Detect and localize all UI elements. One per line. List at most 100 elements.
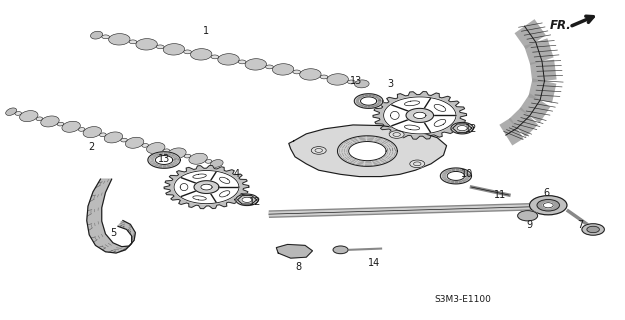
Polygon shape [266,65,273,69]
Polygon shape [104,132,122,143]
Polygon shape [448,172,464,180]
Polygon shape [99,133,106,137]
Circle shape [529,196,567,215]
Polygon shape [457,125,468,131]
Polygon shape [109,34,130,45]
Polygon shape [146,143,165,154]
Polygon shape [242,197,252,203]
Text: 3: 3 [388,78,394,89]
Polygon shape [338,136,398,166]
Polygon shape [19,111,38,122]
Polygon shape [300,69,321,80]
Polygon shape [191,49,212,60]
Polygon shape [245,59,266,70]
Circle shape [410,160,425,168]
Polygon shape [238,60,246,64]
Polygon shape [206,160,212,163]
Text: 7: 7 [578,220,584,230]
Polygon shape [194,181,219,194]
Text: S3M3-E1100: S3M3-E1100 [434,295,491,304]
Polygon shape [6,108,17,116]
Polygon shape [404,101,419,106]
Polygon shape [219,177,230,183]
Circle shape [543,203,553,208]
Polygon shape [348,80,355,84]
Circle shape [537,199,559,211]
Polygon shape [87,179,136,253]
Polygon shape [184,50,191,54]
Polygon shape [276,244,312,258]
Polygon shape [349,141,386,161]
Polygon shape [36,117,42,121]
Polygon shape [354,94,383,108]
Polygon shape [217,54,239,65]
Polygon shape [414,112,426,118]
Text: 11: 11 [494,190,506,200]
Polygon shape [163,44,184,55]
Polygon shape [201,184,212,190]
Polygon shape [293,70,301,74]
Circle shape [389,131,404,138]
Polygon shape [451,123,473,134]
Polygon shape [62,121,81,132]
Polygon shape [211,55,219,59]
Polygon shape [78,128,85,131]
Polygon shape [136,39,158,50]
Polygon shape [192,174,206,178]
Text: 13: 13 [350,76,362,86]
Polygon shape [289,125,447,177]
Polygon shape [126,137,144,148]
Polygon shape [164,165,249,209]
Polygon shape [168,148,186,159]
Polygon shape [354,80,369,88]
Polygon shape [156,45,164,49]
Polygon shape [384,97,456,134]
Polygon shape [441,168,471,184]
Polygon shape [404,125,419,130]
Polygon shape [41,116,59,127]
Polygon shape [184,154,191,158]
Polygon shape [391,111,399,119]
Polygon shape [156,156,172,164]
Text: 4: 4 [233,169,239,179]
Polygon shape [361,97,377,105]
Polygon shape [320,75,328,79]
Polygon shape [180,183,188,191]
Circle shape [311,147,326,154]
Text: 8: 8 [296,262,302,272]
Polygon shape [192,196,206,200]
Circle shape [518,211,538,221]
Polygon shape [272,64,294,75]
Polygon shape [327,74,348,85]
Text: FR.: FR. [549,20,571,32]
Polygon shape [163,149,169,153]
Polygon shape [174,171,239,204]
Text: 9: 9 [526,220,532,230]
Text: 12: 12 [249,197,261,207]
Polygon shape [129,40,137,44]
Polygon shape [211,160,223,167]
Text: 6: 6 [543,188,549,198]
Circle shape [587,226,599,233]
Polygon shape [434,104,446,111]
Polygon shape [236,194,258,205]
Polygon shape [148,152,180,168]
Text: 13: 13 [158,154,170,164]
Polygon shape [102,35,109,39]
Polygon shape [142,144,149,147]
Polygon shape [189,153,208,164]
Polygon shape [121,138,127,142]
Text: 5: 5 [110,228,116,238]
Polygon shape [91,31,103,39]
Text: 10: 10 [461,169,473,179]
Text: 1: 1 [203,26,209,36]
Polygon shape [373,92,466,139]
Polygon shape [434,119,446,126]
Circle shape [582,224,604,235]
Polygon shape [219,191,230,197]
Text: 12: 12 [466,124,478,134]
Polygon shape [83,127,101,138]
Polygon shape [15,112,21,115]
Text: 14: 14 [368,258,380,268]
Circle shape [333,246,348,254]
